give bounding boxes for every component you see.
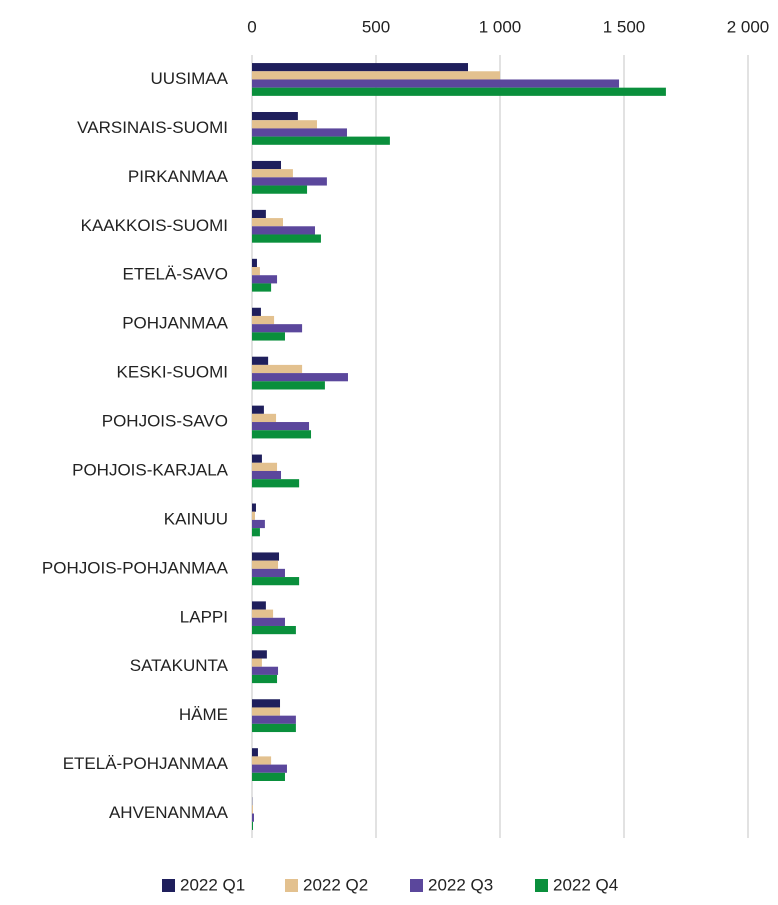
bar bbox=[252, 406, 264, 414]
bar bbox=[252, 504, 256, 512]
bar bbox=[252, 137, 390, 145]
y-tick-label: POHJOIS-SAVO bbox=[102, 412, 228, 431]
bar bbox=[252, 479, 299, 487]
bar bbox=[252, 601, 266, 609]
bar bbox=[252, 675, 277, 683]
bar bbox=[252, 520, 265, 528]
x-tick-label: 1 500 bbox=[603, 17, 646, 36]
bar bbox=[252, 71, 500, 79]
bar bbox=[252, 186, 307, 194]
bar bbox=[252, 210, 266, 218]
bar bbox=[252, 659, 262, 667]
bar bbox=[252, 577, 299, 585]
y-tick-label: ETELÄ-SAVO bbox=[123, 265, 229, 284]
legend-label: 2022 Q2 bbox=[303, 875, 368, 894]
bar bbox=[252, 805, 253, 813]
x-tick-label: 1 000 bbox=[479, 17, 522, 36]
y-tick-label: POHJOIS-KARJALA bbox=[72, 460, 229, 479]
legend-label: 2022 Q1 bbox=[180, 875, 245, 894]
bar bbox=[252, 88, 666, 96]
y-tick-label: LAPPI bbox=[180, 607, 228, 626]
bar bbox=[252, 650, 267, 658]
bar bbox=[252, 308, 261, 316]
y-tick-label: POHJANMAA bbox=[122, 314, 228, 333]
legend-swatch bbox=[535, 879, 548, 892]
y-tick-label: POHJOIS-POHJANMAA bbox=[42, 558, 229, 577]
y-tick-label: HÄME bbox=[179, 705, 228, 724]
bar bbox=[252, 63, 468, 71]
bar bbox=[252, 610, 273, 618]
y-tick-label: ETELÄ-POHJANMAA bbox=[63, 754, 229, 773]
y-tick-label: SATAKUNTA bbox=[130, 656, 229, 675]
legend-label: 2022 Q4 bbox=[553, 875, 618, 894]
legend-label: 2022 Q3 bbox=[428, 875, 493, 894]
bar bbox=[252, 512, 255, 520]
legend-swatch bbox=[162, 879, 175, 892]
bar bbox=[252, 267, 260, 275]
x-tick-label: 2 000 bbox=[727, 17, 770, 36]
bar bbox=[252, 112, 298, 120]
x-tick-label: 0 bbox=[247, 17, 256, 36]
bar bbox=[252, 226, 315, 234]
bar bbox=[252, 324, 302, 332]
bar bbox=[252, 234, 321, 242]
bar bbox=[252, 552, 279, 560]
y-tick-label: KAAKKOIS-SUOMI bbox=[81, 216, 228, 235]
bar bbox=[252, 79, 619, 87]
bar bbox=[252, 218, 283, 226]
bar bbox=[252, 667, 278, 675]
bar bbox=[252, 169, 293, 177]
bar bbox=[252, 528, 260, 536]
bar bbox=[252, 756, 271, 764]
x-tick-label: 500 bbox=[362, 17, 390, 36]
bar bbox=[252, 430, 311, 438]
bar bbox=[252, 773, 285, 781]
bar bbox=[252, 561, 278, 569]
bar bbox=[252, 259, 257, 267]
bar bbox=[252, 765, 287, 773]
bar bbox=[252, 275, 277, 283]
bar bbox=[252, 128, 347, 136]
bar bbox=[252, 618, 285, 626]
bar bbox=[252, 283, 271, 291]
bar bbox=[252, 471, 281, 479]
y-tick-label: KESKI-SUOMI bbox=[117, 363, 228, 382]
legend-swatch bbox=[285, 879, 298, 892]
bar bbox=[252, 716, 296, 724]
bar bbox=[252, 365, 302, 373]
y-tick-label: KAINUU bbox=[164, 509, 228, 528]
bar bbox=[252, 455, 262, 463]
bar bbox=[252, 357, 268, 365]
y-tick-label: AHVENANMAA bbox=[109, 803, 229, 822]
y-tick-label: VARSINAIS-SUOMI bbox=[77, 118, 228, 137]
bar bbox=[252, 422, 309, 430]
bar bbox=[252, 332, 285, 340]
bar bbox=[252, 822, 253, 830]
bar bbox=[252, 316, 274, 324]
bar bbox=[252, 373, 348, 381]
legend-swatch bbox=[410, 879, 423, 892]
y-tick-label: PIRKANMAA bbox=[128, 167, 229, 186]
bar bbox=[252, 120, 317, 128]
bar bbox=[252, 161, 281, 169]
bar bbox=[252, 626, 296, 634]
bar bbox=[252, 748, 258, 756]
bar bbox=[252, 177, 327, 185]
bar bbox=[252, 463, 277, 471]
bar bbox=[252, 724, 296, 732]
bar bbox=[252, 707, 280, 715]
bar bbox=[252, 414, 276, 422]
y-tick-label: UUSIMAA bbox=[151, 69, 229, 88]
bar bbox=[252, 814, 254, 822]
bar bbox=[252, 569, 285, 577]
bar bbox=[252, 381, 325, 389]
bar bbox=[252, 699, 280, 707]
